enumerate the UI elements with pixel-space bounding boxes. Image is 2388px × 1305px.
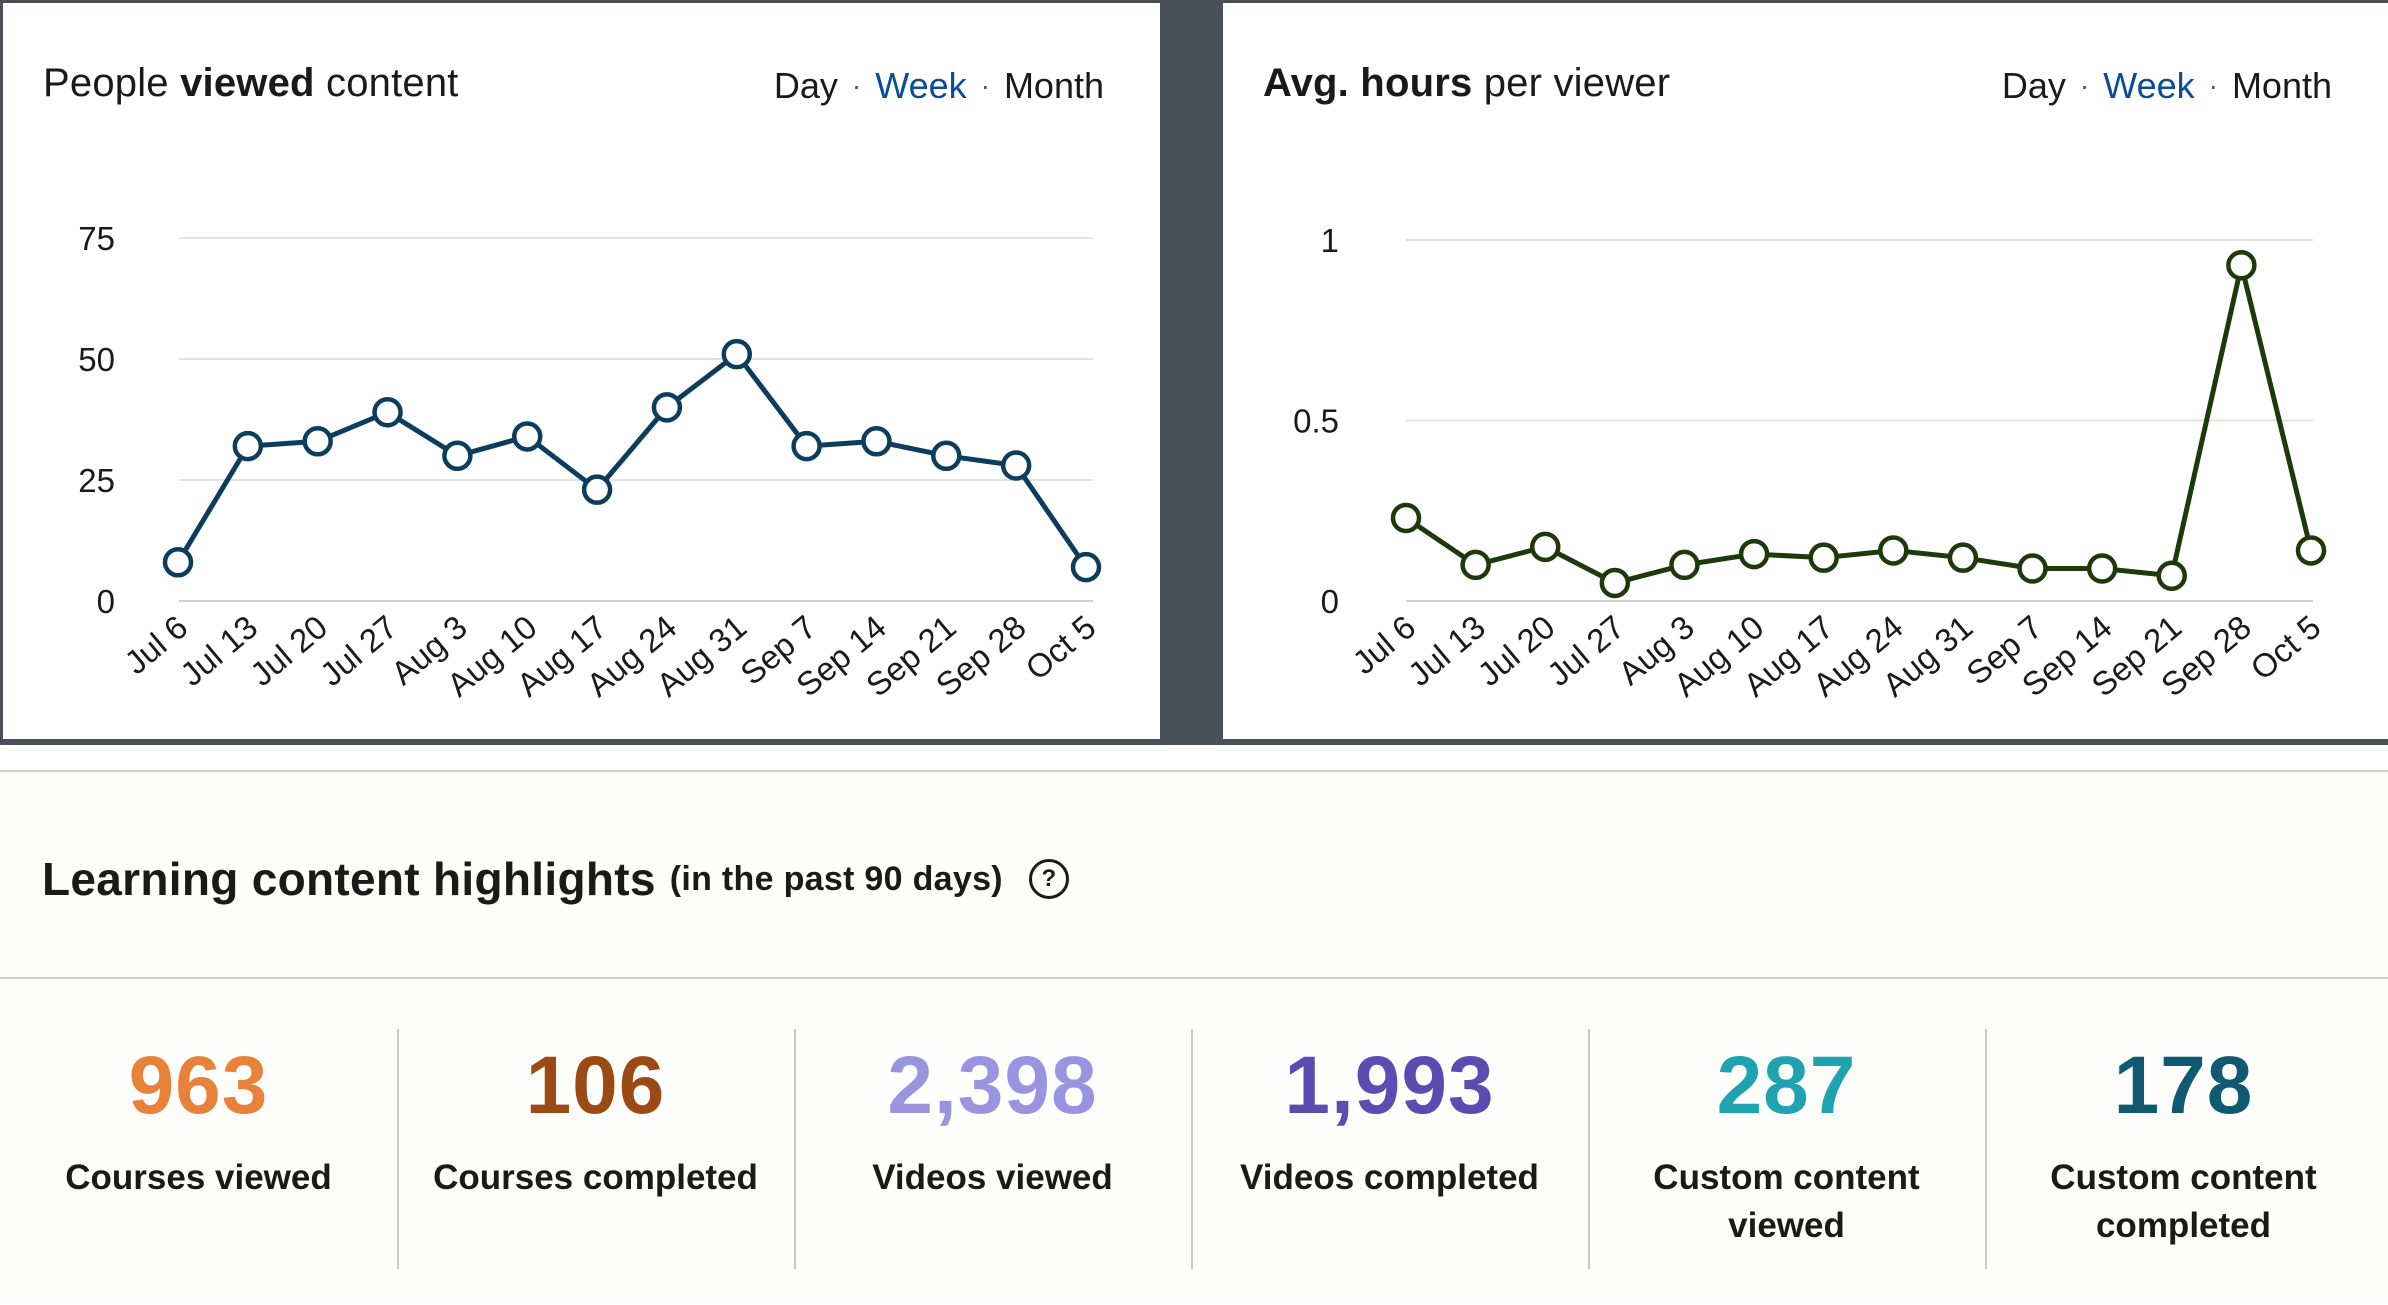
period-day-option[interactable]: Day [773,65,838,106]
stat-videos-viewed: 2,398 Videos viewed [794,979,1191,1305]
period-month-option[interactable]: Month [1003,65,1104,106]
x-tick-label: Jul 27 [313,608,404,693]
highlights-subtitle: (in the past 90 days) [669,859,1003,898]
stat-label: Videos completed [1240,1158,1539,1197]
x-tick-label: Jul 13 [1401,608,1492,693]
y-tick-label: 50 [78,341,115,378]
stat-divider [1985,1029,1987,1269]
y-tick-label: 0 [1321,583,1339,620]
x-tick-label: Jul 20 [243,608,334,693]
highlights-heading: Learning content highlights (in the past… [42,852,1069,906]
learning-content-highlights: Learning content highlights (in the past… [0,770,2388,1303]
data-point[interactable] [1390,502,1422,534]
x-tick-label: Jul 13 [173,608,264,693]
stat-value: 1,993 [1284,1040,1495,1131]
stat-label: Custom content completed [2050,1158,2317,1245]
period-week-option[interactable]: Week [2103,65,2195,106]
data-point[interactable] [791,430,822,462]
y-tick-label: 0.5 [1293,403,1339,440]
data-point[interactable] [2156,560,2188,591]
stat-divider [1588,1029,1590,1269]
period-selector: Day · Week · Month [2002,65,2332,107]
stat-custom-content-viewed: 287 Custom content viewed [1588,979,1985,1305]
data-point[interactable] [1460,549,1491,581]
separator-dot: · [2079,70,2090,101]
stat-label: Courses completed [433,1158,758,1197]
stat-divider [397,1029,399,1269]
stat-divider [794,1029,796,1269]
data-point[interactable] [2295,535,2327,566]
period-week-option[interactable]: Week [875,65,967,106]
data-point[interactable] [1599,567,1631,599]
data-point[interactable] [372,396,403,428]
data-point[interactable] [511,421,543,452]
stat-courses-viewed: 963 Courses viewed [0,979,397,1305]
people-viewed-content-card: People viewed content Day · Week · Month… [3,3,1160,739]
data-point[interactable] [2086,553,2118,584]
y-tick-label: 75 [78,220,115,257]
stat-value: 963 [128,1040,269,1131]
data-point[interactable] [1070,551,1102,583]
x-tick-label: Oct 5 [2243,608,2327,687]
data-point[interactable] [931,440,962,472]
stat-value: 178 [2113,1040,2254,1131]
highlights-title: Learning content highlights [42,853,656,905]
separator-dot: · [2208,70,2218,101]
data-point[interactable] [442,440,473,472]
data-point[interactable] [2226,250,2257,281]
x-tick-label: Oct 5 [1018,608,1102,687]
data-point[interactable] [581,474,613,505]
period-day-option[interactable]: Day [2001,65,2066,106]
separator-dot: · [980,70,990,101]
data-point[interactable] [1947,542,1979,573]
stat-divider [1191,1029,1193,1269]
chart-title: People viewed content [43,61,459,105]
stat-videos-completed: 1,993 Videos completed [1191,979,1588,1305]
stat-value: 2,398 [887,1040,1098,1131]
data-point[interactable] [861,426,892,457]
data-point[interactable] [1808,542,1839,573]
data-point[interactable] [1669,549,1700,581]
stat-custom-content-completed: 178 Custom content completed [1985,979,2382,1305]
data-point[interactable] [2017,553,2048,584]
data-point[interactable] [1738,538,1770,570]
data-point[interactable] [1878,535,1909,566]
chart-title: Avg. hours per viewer [1263,61,1671,105]
data-point[interactable] [232,430,264,462]
data-point[interactable] [162,547,194,578]
y-tick-label: 0 [97,583,115,620]
stat-label: Videos viewed [872,1158,1113,1197]
data-point[interactable] [651,392,683,423]
stat-label: Custom content viewed [1653,1158,1920,1245]
period-selector: Day · Week · Month [774,65,1104,107]
stat-value: 287 [1716,1040,1857,1131]
stat-courses-completed: 106 Courses completed [397,979,794,1305]
avg-hours-per-viewer-card: Avg. hours per viewer Day · Week · Month… [1223,3,2388,739]
y-tick-label: 25 [78,462,115,499]
data-point[interactable] [721,338,753,370]
stat-label: Courses viewed [65,1158,332,1197]
divider [0,977,2388,979]
highlight-stats: 963 Courses viewed 106 Courses completed… [0,979,2388,1305]
data-point[interactable] [1000,450,1032,481]
y-tick-label: 1 [1321,222,1339,259]
x-tick-label: Jul 27 [1540,608,1631,693]
data-point[interactable] [302,426,333,457]
stat-value: 106 [525,1040,666,1131]
data-point[interactable] [1529,531,1561,563]
x-tick-label: Jul 20 [1470,608,1561,693]
question-circle-icon[interactable]: ? [1028,859,1069,899]
period-month-option[interactable]: Month [2231,65,2332,106]
separator-dot: · [851,70,862,101]
